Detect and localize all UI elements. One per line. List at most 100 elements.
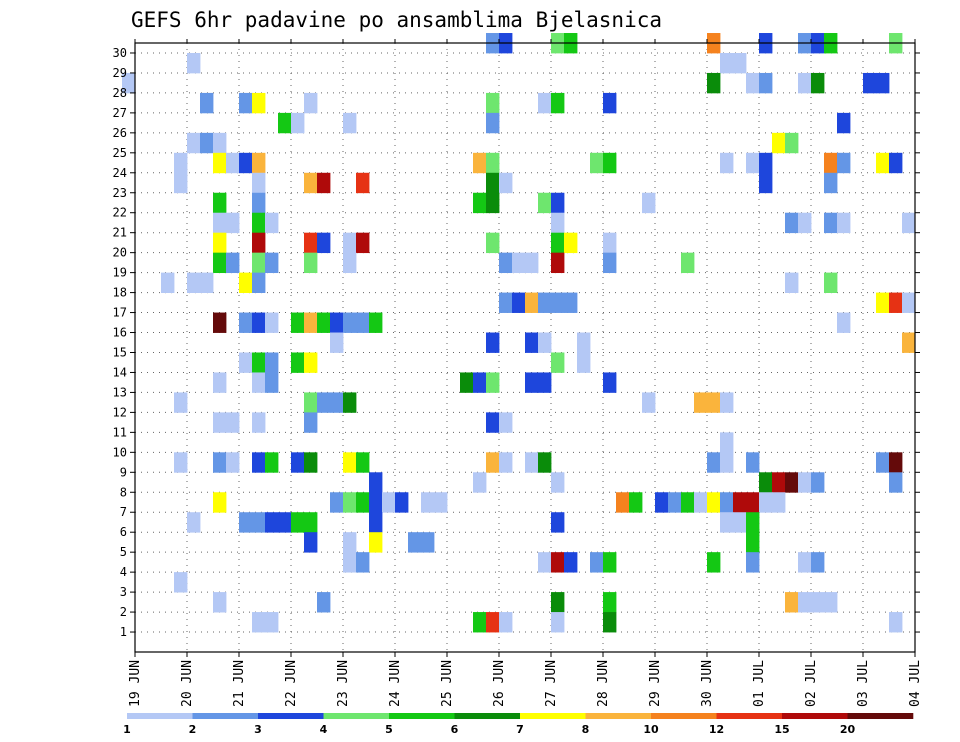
heatmap-cell [252, 352, 266, 373]
heatmap-cell [902, 332, 916, 353]
heatmap-cell [356, 492, 370, 513]
legend-level-label: 8 [582, 723, 590, 736]
heatmap-cell [551, 252, 565, 274]
heatmap-cell [551, 192, 565, 214]
heatmap-cell [746, 512, 760, 533]
heatmap-cell [200, 92, 214, 114]
y-tick-label: 17 [113, 306, 127, 320]
heatmap-cell [122, 72, 136, 94]
heatmap-cell [226, 252, 240, 274]
heatmap-cell [876, 72, 890, 94]
heatmap-cell [356, 312, 370, 333]
heatmap-cell [772, 132, 786, 154]
heatmap-cell [798, 592, 812, 613]
heatmap-cell [317, 392, 331, 413]
heatmap-cell [551, 592, 565, 613]
heatmap-cell [252, 412, 266, 433]
legend-swatch [389, 713, 455, 719]
heatmap-cell [746, 152, 760, 174]
heatmap-cell [265, 212, 279, 234]
legend-swatch [127, 713, 193, 719]
heatmap-cell [395, 492, 409, 513]
heatmap-cell [785, 272, 799, 293]
heatmap-cell [525, 332, 539, 353]
heatmap-cell [213, 232, 227, 254]
heatmap-cell [265, 372, 279, 393]
heatmap-cell [707, 452, 721, 473]
x-tick-label: 27 JUN [544, 660, 559, 707]
heatmap-cell [486, 412, 500, 433]
y-tick-label: 2 [120, 605, 127, 619]
y-tick-label: 9 [120, 465, 127, 479]
heatmap-cell [226, 412, 240, 433]
y-tick-label: 6 [120, 525, 127, 539]
heatmap-cell [239, 92, 253, 114]
y-tick-label: 20 [113, 246, 127, 260]
heatmap-cell [824, 172, 838, 194]
heatmap-cell [577, 332, 591, 353]
heatmap-cell [317, 172, 331, 194]
heatmap-cell [681, 492, 695, 513]
heatmap-cell [213, 452, 227, 473]
heatmap-cell [564, 292, 578, 313]
heatmap-cell [239, 272, 253, 293]
heatmap-cell [356, 172, 370, 194]
heatmap-cell [330, 332, 344, 353]
heatmap-cell [603, 152, 617, 174]
heatmap-cell [486, 192, 500, 214]
heatmap-cell [252, 512, 266, 533]
heatmap-cell [551, 352, 565, 373]
heatmap-cell [187, 52, 201, 74]
heatmap-cell [213, 212, 227, 234]
heatmap-cell [512, 292, 526, 313]
legend-swatch [192, 713, 259, 719]
heatmap-cell [525, 252, 539, 274]
legend-swatch [716, 713, 783, 719]
heatmap-cell [837, 152, 851, 174]
x-tick-label: 21 JUN [232, 660, 247, 707]
y-tick-label: 30 [113, 46, 127, 60]
y-tick-label: 19 [113, 266, 127, 280]
heatmap-cell [304, 532, 318, 553]
heatmap-cell [746, 452, 760, 473]
heatmap-cell [343, 392, 357, 413]
heatmap-cell [291, 452, 305, 473]
heatmap-cell [499, 412, 513, 433]
heatmap-cell [486, 452, 500, 473]
heatmap-cell [213, 132, 227, 154]
heatmap-cell [629, 492, 643, 513]
heatmap-cell [902, 292, 916, 313]
heatmap-cell [564, 552, 578, 573]
y-tick-label: 13 [113, 385, 127, 399]
y-tick-label: 12 [113, 405, 127, 419]
heatmap-cell [473, 192, 487, 214]
heatmap-cell [278, 512, 292, 533]
legend-swatch [585, 713, 652, 719]
heatmap-cell [499, 612, 513, 633]
heatmap-cell [538, 92, 552, 114]
heatmap-cell [720, 492, 734, 513]
heatmap-cell [239, 352, 253, 373]
heatmap-cell [473, 372, 487, 393]
heatmap-cell [538, 372, 552, 393]
heatmap-cell [733, 492, 747, 513]
heatmap-cell [889, 152, 903, 174]
heatmap-cell [200, 132, 214, 154]
heatmap-cell [733, 512, 747, 533]
heatmap-cell [811, 72, 825, 94]
heatmap-cell [343, 112, 357, 134]
heatmap-cell [356, 232, 370, 254]
heatmap-cell [356, 552, 370, 573]
legend-level-label: 15 [774, 723, 789, 736]
x-tick-label: 26 JUN [492, 660, 507, 707]
heatmap-cell [785, 592, 799, 613]
heatmap-cell [720, 152, 734, 174]
heatmap-cell [291, 112, 305, 134]
heatmap-cell [252, 272, 266, 293]
heatmap-cell [889, 472, 903, 493]
x-tick-label: 30 JUN [700, 660, 715, 707]
legend-level-label: 2 [189, 723, 197, 736]
heatmap-cell [304, 512, 318, 533]
heatmap-cell [746, 72, 760, 94]
heatmap-cell [785, 472, 799, 493]
